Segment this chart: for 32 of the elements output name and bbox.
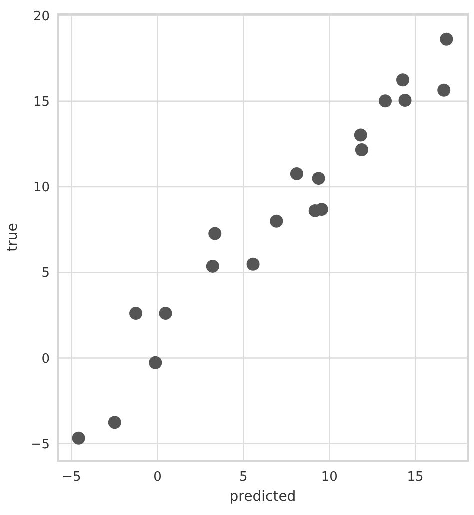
y-tick-label: 15 <box>33 94 50 110</box>
point <box>438 84 451 97</box>
point <box>108 416 122 430</box>
x-tick-label: 0 <box>154 470 162 485</box>
point <box>72 432 86 445</box>
y-tick-label: 20 <box>33 9 50 24</box>
point <box>355 143 368 156</box>
point <box>440 32 454 46</box>
x-tick-label: 5 <box>240 470 248 485</box>
point <box>312 172 326 186</box>
y-tick-label: 5 <box>42 266 50 282</box>
x-axis-title: predicted <box>230 489 296 505</box>
point <box>290 167 304 180</box>
x-tick-label: 15 <box>407 470 424 485</box>
point <box>206 260 220 273</box>
point <box>246 258 260 271</box>
point <box>270 214 284 228</box>
point <box>378 94 392 108</box>
point <box>208 227 222 240</box>
point <box>149 356 162 370</box>
point <box>159 307 172 320</box>
point <box>396 74 410 87</box>
point <box>354 128 368 142</box>
point <box>315 203 328 216</box>
point <box>130 307 143 320</box>
point <box>398 94 412 107</box>
y-axis-title: true <box>5 223 21 252</box>
x-tick-label: −5 <box>62 470 82 485</box>
y-tick-label: −5 <box>30 437 50 452</box>
y-tick-label: 0 <box>42 352 50 367</box>
x-tick-label: 10 <box>321 470 338 485</box>
y-tick-label: 10 <box>33 180 50 196</box>
